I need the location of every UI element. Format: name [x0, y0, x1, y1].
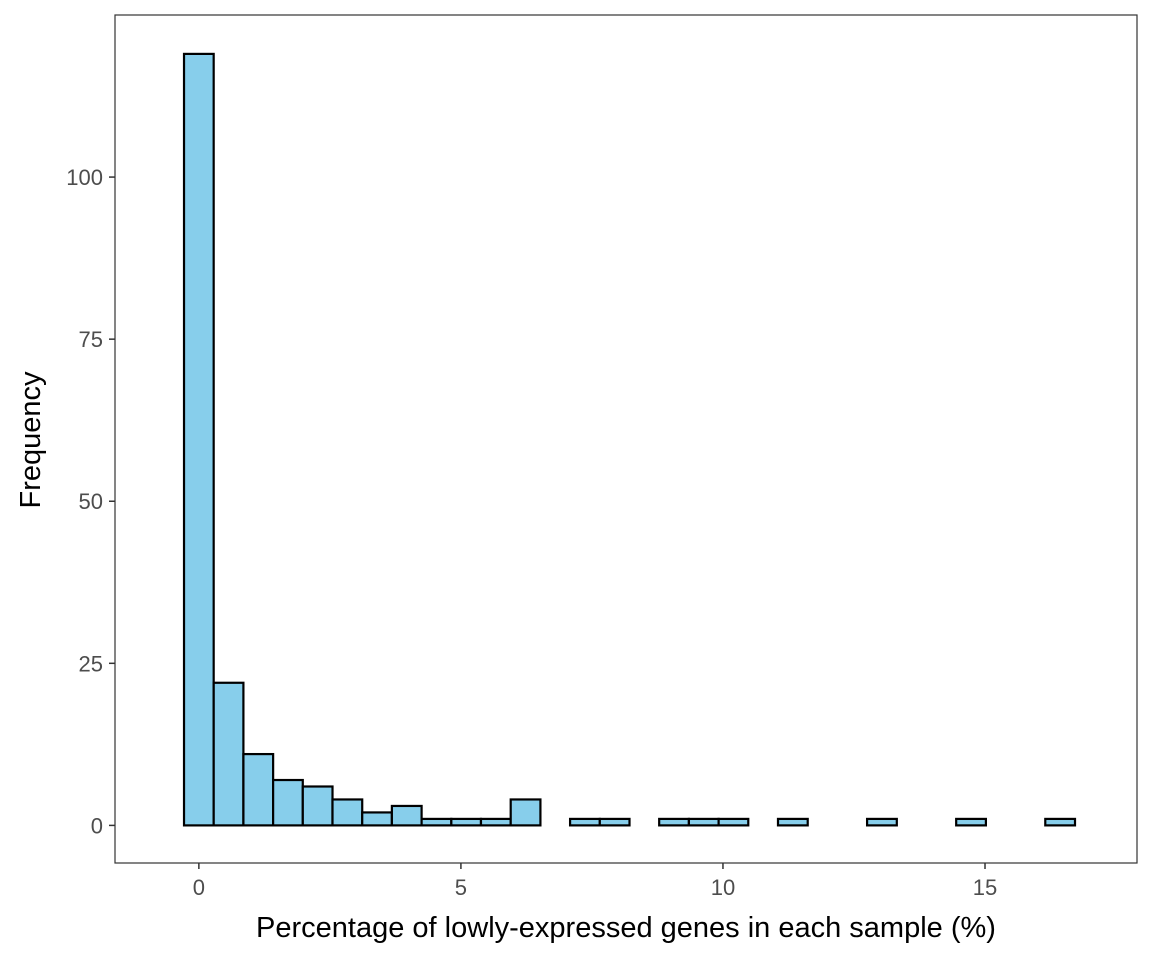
histogram-bar-0: [182, 52, 215, 827]
histogram-bar-20: [776, 817, 809, 827]
histogram-bar-2: [242, 752, 275, 827]
x-tick-label-5: 5: [455, 875, 467, 900]
histogram-bar-16: [658, 817, 690, 827]
histogram-bar-13: [568, 817, 601, 827]
x-axis-title: Percentage of lowly-expressed genes in e…: [256, 912, 996, 944]
histogram-bar-26: [955, 817, 987, 827]
histogram-bar-5: [331, 798, 364, 827]
x-axis: 0 5 10 15: [193, 863, 997, 900]
histogram-bars: [182, 52, 1077, 827]
y-tick-label-25: 25: [79, 651, 103, 676]
histogram-bar-17: [687, 817, 720, 827]
histogram-bar-11: [509, 798, 542, 827]
histogram-bar-18: [717, 817, 750, 827]
x-tick-label-15: 15: [973, 875, 997, 900]
y-tick-label-75: 75: [79, 327, 103, 352]
y-axis: 0 25 50 75 100: [66, 165, 115, 838]
histogram-bar-7: [390, 804, 423, 827]
histogram-bar-4: [301, 785, 334, 827]
x-tick-label-0: 0: [193, 875, 205, 900]
y-tick-label-50: 50: [79, 489, 103, 514]
y-axis-title: Frequency: [15, 371, 47, 509]
histogram-bar-23: [865, 817, 898, 827]
x-tick-label-10: 10: [711, 875, 735, 900]
histogram-bar-3: [272, 778, 304, 827]
plot-panel-border: [114, 14, 1138, 864]
histogram-bar-10: [479, 817, 512, 827]
histogram-bar-14: [598, 817, 631, 827]
y-tick-label-100: 100: [66, 165, 103, 190]
y-tick-label-0: 0: [91, 813, 103, 838]
histogram-bar-9: [450, 817, 483, 827]
histogram-bar-1: [212, 681, 245, 827]
histogram-bar-29: [1044, 817, 1077, 827]
histogram-bar-6: [361, 811, 393, 827]
histogram-bar-8: [420, 817, 453, 827]
